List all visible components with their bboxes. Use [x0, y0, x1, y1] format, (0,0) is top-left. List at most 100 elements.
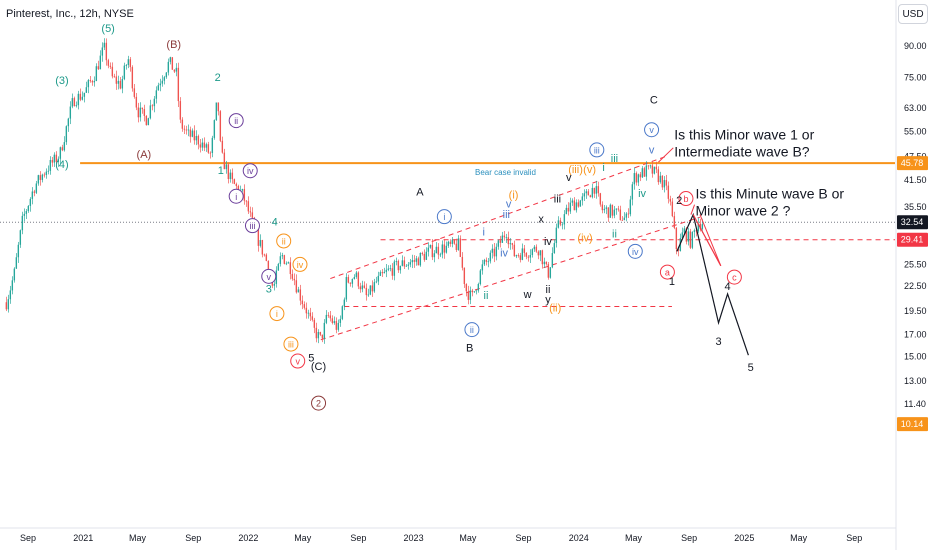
candle-body — [163, 77, 166, 81]
time-axis[interactable]: Sep 2021 May Sep 2022 May Sep 2023 May Sep 2024 May… — [20, 533, 862, 543]
candle-body — [195, 135, 198, 141]
wave-label: y — [545, 294, 551, 306]
candle-body — [493, 248, 496, 257]
wave-label: 5 — [308, 352, 314, 364]
candle-body — [361, 285, 364, 290]
candle-body — [371, 285, 374, 292]
candle-body — [29, 198, 32, 206]
candle-body — [489, 252, 492, 262]
candle-body — [613, 209, 616, 216]
note-connector — [690, 204, 696, 215]
candle-body — [635, 173, 638, 183]
candle-body — [199, 144, 202, 148]
candle-body — [93, 80, 96, 83]
projection-path-red — [692, 214, 722, 267]
wave-label: a — [665, 268, 670, 278]
candle-body — [67, 118, 70, 127]
candle-body — [503, 235, 506, 238]
candle-body — [111, 66, 114, 77]
wave-circle — [678, 191, 694, 207]
price-tick-label: 90.00 — [904, 41, 927, 51]
candle-body — [279, 256, 282, 264]
candle-body — [203, 142, 206, 148]
candle-body — [177, 67, 180, 102]
wave-circle — [228, 188, 244, 204]
candle-body — [157, 85, 160, 91]
question-note-line: Is this Minute wave B or — [695, 186, 844, 202]
candle-body — [247, 201, 250, 212]
time-tick-label: Sep — [516, 533, 532, 543]
candle-body — [447, 241, 450, 246]
candle-body — [51, 160, 54, 163]
candle-body — [75, 105, 78, 107]
candle-body — [583, 193, 586, 197]
candle-body — [103, 42, 106, 48]
candle-body — [107, 60, 110, 66]
candle-body — [295, 280, 298, 293]
candle-body — [345, 277, 348, 300]
candle-body — [649, 165, 652, 167]
candle-body — [545, 261, 548, 265]
candle-body — [227, 164, 230, 180]
wave-label: w — [523, 289, 532, 301]
candle-body — [125, 65, 128, 66]
candle-body — [153, 98, 156, 107]
candle-body — [53, 154, 56, 163]
candle-body — [185, 129, 188, 131]
candle-body — [465, 284, 468, 292]
candle-body — [543, 261, 546, 265]
candle-body — [547, 264, 550, 278]
price-axis[interactable]: 90.0075.0063.0055.0047.5041.5035.5032.54… — [897, 41, 928, 432]
candle-body — [451, 239, 454, 244]
candle-body — [647, 165, 650, 167]
price-label-value: 10.14 — [901, 419, 924, 429]
wave-label: (B) — [166, 39, 181, 51]
candle-body — [591, 187, 594, 198]
candle-body — [141, 107, 144, 110]
candle-body — [189, 129, 192, 137]
candle-body — [411, 260, 414, 263]
candle-body — [553, 243, 556, 254]
wave-label: i — [276, 309, 278, 319]
candle-body — [181, 119, 184, 129]
time-tick-label: 2024 — [569, 533, 589, 543]
wave-label: (A) — [137, 149, 152, 161]
wave-circle — [261, 268, 277, 284]
candle-body — [81, 96, 84, 100]
candle-body — [171, 57, 174, 70]
wave-label: iv — [247, 166, 254, 176]
candle-body — [285, 263, 288, 265]
candle-body — [435, 246, 438, 254]
candle-body — [481, 264, 484, 271]
wave-circle — [311, 395, 327, 411]
candle-body — [363, 285, 366, 288]
candle-body — [37, 175, 40, 184]
candle-body — [667, 185, 670, 199]
currency-button[interactable]: USD — [898, 4, 928, 24]
candle-body — [265, 254, 268, 261]
candle-body — [273, 283, 276, 286]
candle-body — [601, 204, 604, 211]
candle-body — [169, 57, 172, 62]
wave-label: i — [482, 227, 484, 239]
candle-body — [101, 47, 104, 56]
candle-body — [347, 277, 350, 283]
candle-body — [349, 282, 352, 284]
candle-body — [597, 186, 600, 194]
wave-circle — [283, 336, 299, 352]
price-tick-label: 19.50 — [904, 306, 927, 316]
wave-label: ii — [234, 116, 238, 126]
level-label: Bear case invalid — [475, 168, 536, 177]
candle-body — [659, 175, 662, 183]
time-tick-label: Sep — [350, 533, 366, 543]
wave-label: ii — [546, 284, 551, 296]
candle-body — [379, 272, 382, 276]
wave-circle — [290, 353, 306, 369]
candle-body — [119, 80, 122, 89]
candle-body — [549, 267, 552, 278]
candle-body — [311, 316, 314, 320]
wave-label: v — [649, 125, 654, 135]
wave-label: i — [602, 162, 604, 174]
